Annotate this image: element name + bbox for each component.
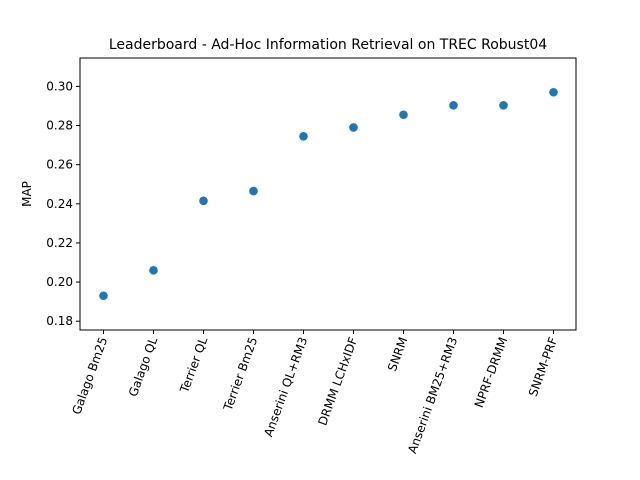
x-tick-label: Terrier QL: [177, 335, 210, 395]
plot-frame: [79, 57, 577, 331]
y-tick-label: 0.24: [46, 197, 73, 211]
x-tick-label: Anserini QL+RM3: [261, 335, 310, 438]
data-point: [499, 101, 508, 110]
data-point: [249, 186, 258, 196]
y-tick-label: 0.26: [46, 158, 73, 172]
x-tick-label: Anserini BM25+RM3: [405, 335, 460, 455]
x-tick-label: SNRM: [385, 335, 410, 373]
y-axis: 0.18 0.20 0.22 0.24 0.26 0.28 0.30: [46, 79, 80, 328]
x-tick-label: Galago QL: [126, 335, 161, 399]
x-tick-label: SNRM-PRF: [526, 335, 560, 398]
y-tick-label: 0.28: [46, 119, 73, 133]
x-tick-label: NPRF-DRMM: [472, 335, 510, 409]
data-point: [449, 101, 458, 110]
data-point: [149, 266, 158, 275]
data-point: [349, 123, 358, 132]
x-tick-label: DRMM LCHxIDF: [315, 335, 360, 427]
data-point: [199, 196, 208, 206]
chart-title: Leaderboard - Ad-Hoc Information Retriev…: [109, 37, 547, 53]
data-point: [399, 110, 408, 120]
x-tick-label: Galago Bm25: [69, 335, 110, 416]
x-tick-label: Terrier Bm25: [220, 335, 260, 413]
plot-area: [99, 87, 558, 301]
y-tick-label: 0.18: [46, 314, 73, 328]
data-point: [99, 291, 108, 301]
y-tick-label: 0.22: [46, 236, 73, 250]
data-point: [299, 131, 308, 141]
x-axis: Galago Bm25 Galago QL Terrier QL Terrier Bm…: [69, 330, 560, 455]
y-axis-label: MAP: [20, 181, 34, 207]
y-tick-label: 0.20: [46, 275, 73, 289]
y-tick-label: 0.30: [46, 79, 73, 93]
data-point: [549, 87, 558, 97]
